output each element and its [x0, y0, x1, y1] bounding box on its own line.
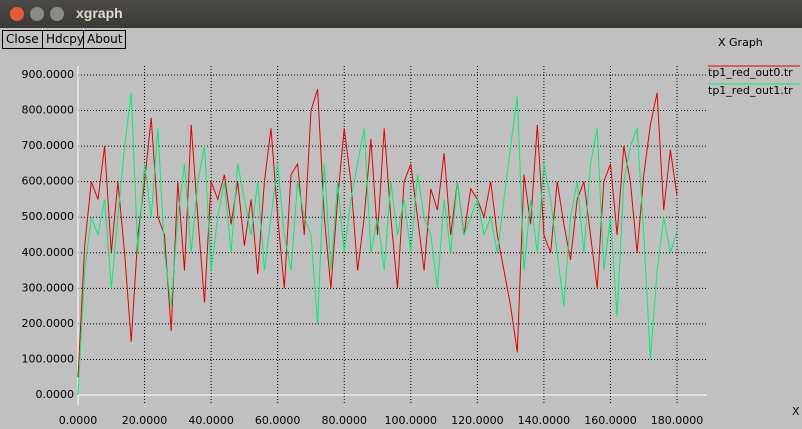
x-tick-label: 180.0000 — [651, 414, 704, 427]
y-tick-label: 100.0000 — [22, 352, 75, 365]
chart-title: X Graph — [718, 36, 763, 49]
x-tick-label: 160.0000 — [584, 414, 637, 427]
title-bar: xgraph — [0, 0, 802, 28]
x-tick-label: 120.0000 — [451, 414, 504, 427]
maximize-window[interactable] — [50, 7, 64, 21]
x-tick-label: 100.0000 — [385, 414, 438, 427]
x-axis-label: X — [792, 405, 800, 418]
x-tick-label: 20.0000 — [122, 414, 168, 427]
series-line — [77, 89, 678, 378]
close-window[interactable] — [10, 7, 24, 21]
x-tick-label: 0.0000 — [59, 414, 98, 427]
x-tick-label: 140.0000 — [518, 414, 571, 427]
y-tick-label: 300.0000 — [22, 281, 75, 294]
x-tick-label: 60.0000 — [255, 414, 301, 427]
y-tick-label: 700.0000 — [22, 139, 75, 152]
button[interactable]: About — [83, 30, 127, 49]
button[interactable]: Close — [2, 30, 43, 49]
x-tick-label: 40.0000 — [188, 414, 234, 427]
legend-label: tp1_red_out0.tr — [708, 66, 793, 79]
y-tick-label: 0.0000 — [36, 388, 75, 401]
y-tick-label: 600.0000 — [22, 175, 75, 188]
y-tick-label: 800.0000 — [22, 104, 75, 117]
y-tick-label: 200.0000 — [22, 317, 75, 330]
y-tick-label: 900.0000 — [22, 68, 75, 81]
y-tick-label: 400.0000 — [22, 246, 75, 259]
y-tick-label: 500.0000 — [22, 210, 75, 223]
legend-label: tp1_red_out1.tr — [708, 84, 793, 97]
series-line — [77, 92, 678, 396]
window-title: xgraph — [76, 5, 123, 21]
x-tick-label: 80.0000 — [321, 414, 367, 427]
minimize-window[interactable] — [30, 7, 44, 21]
